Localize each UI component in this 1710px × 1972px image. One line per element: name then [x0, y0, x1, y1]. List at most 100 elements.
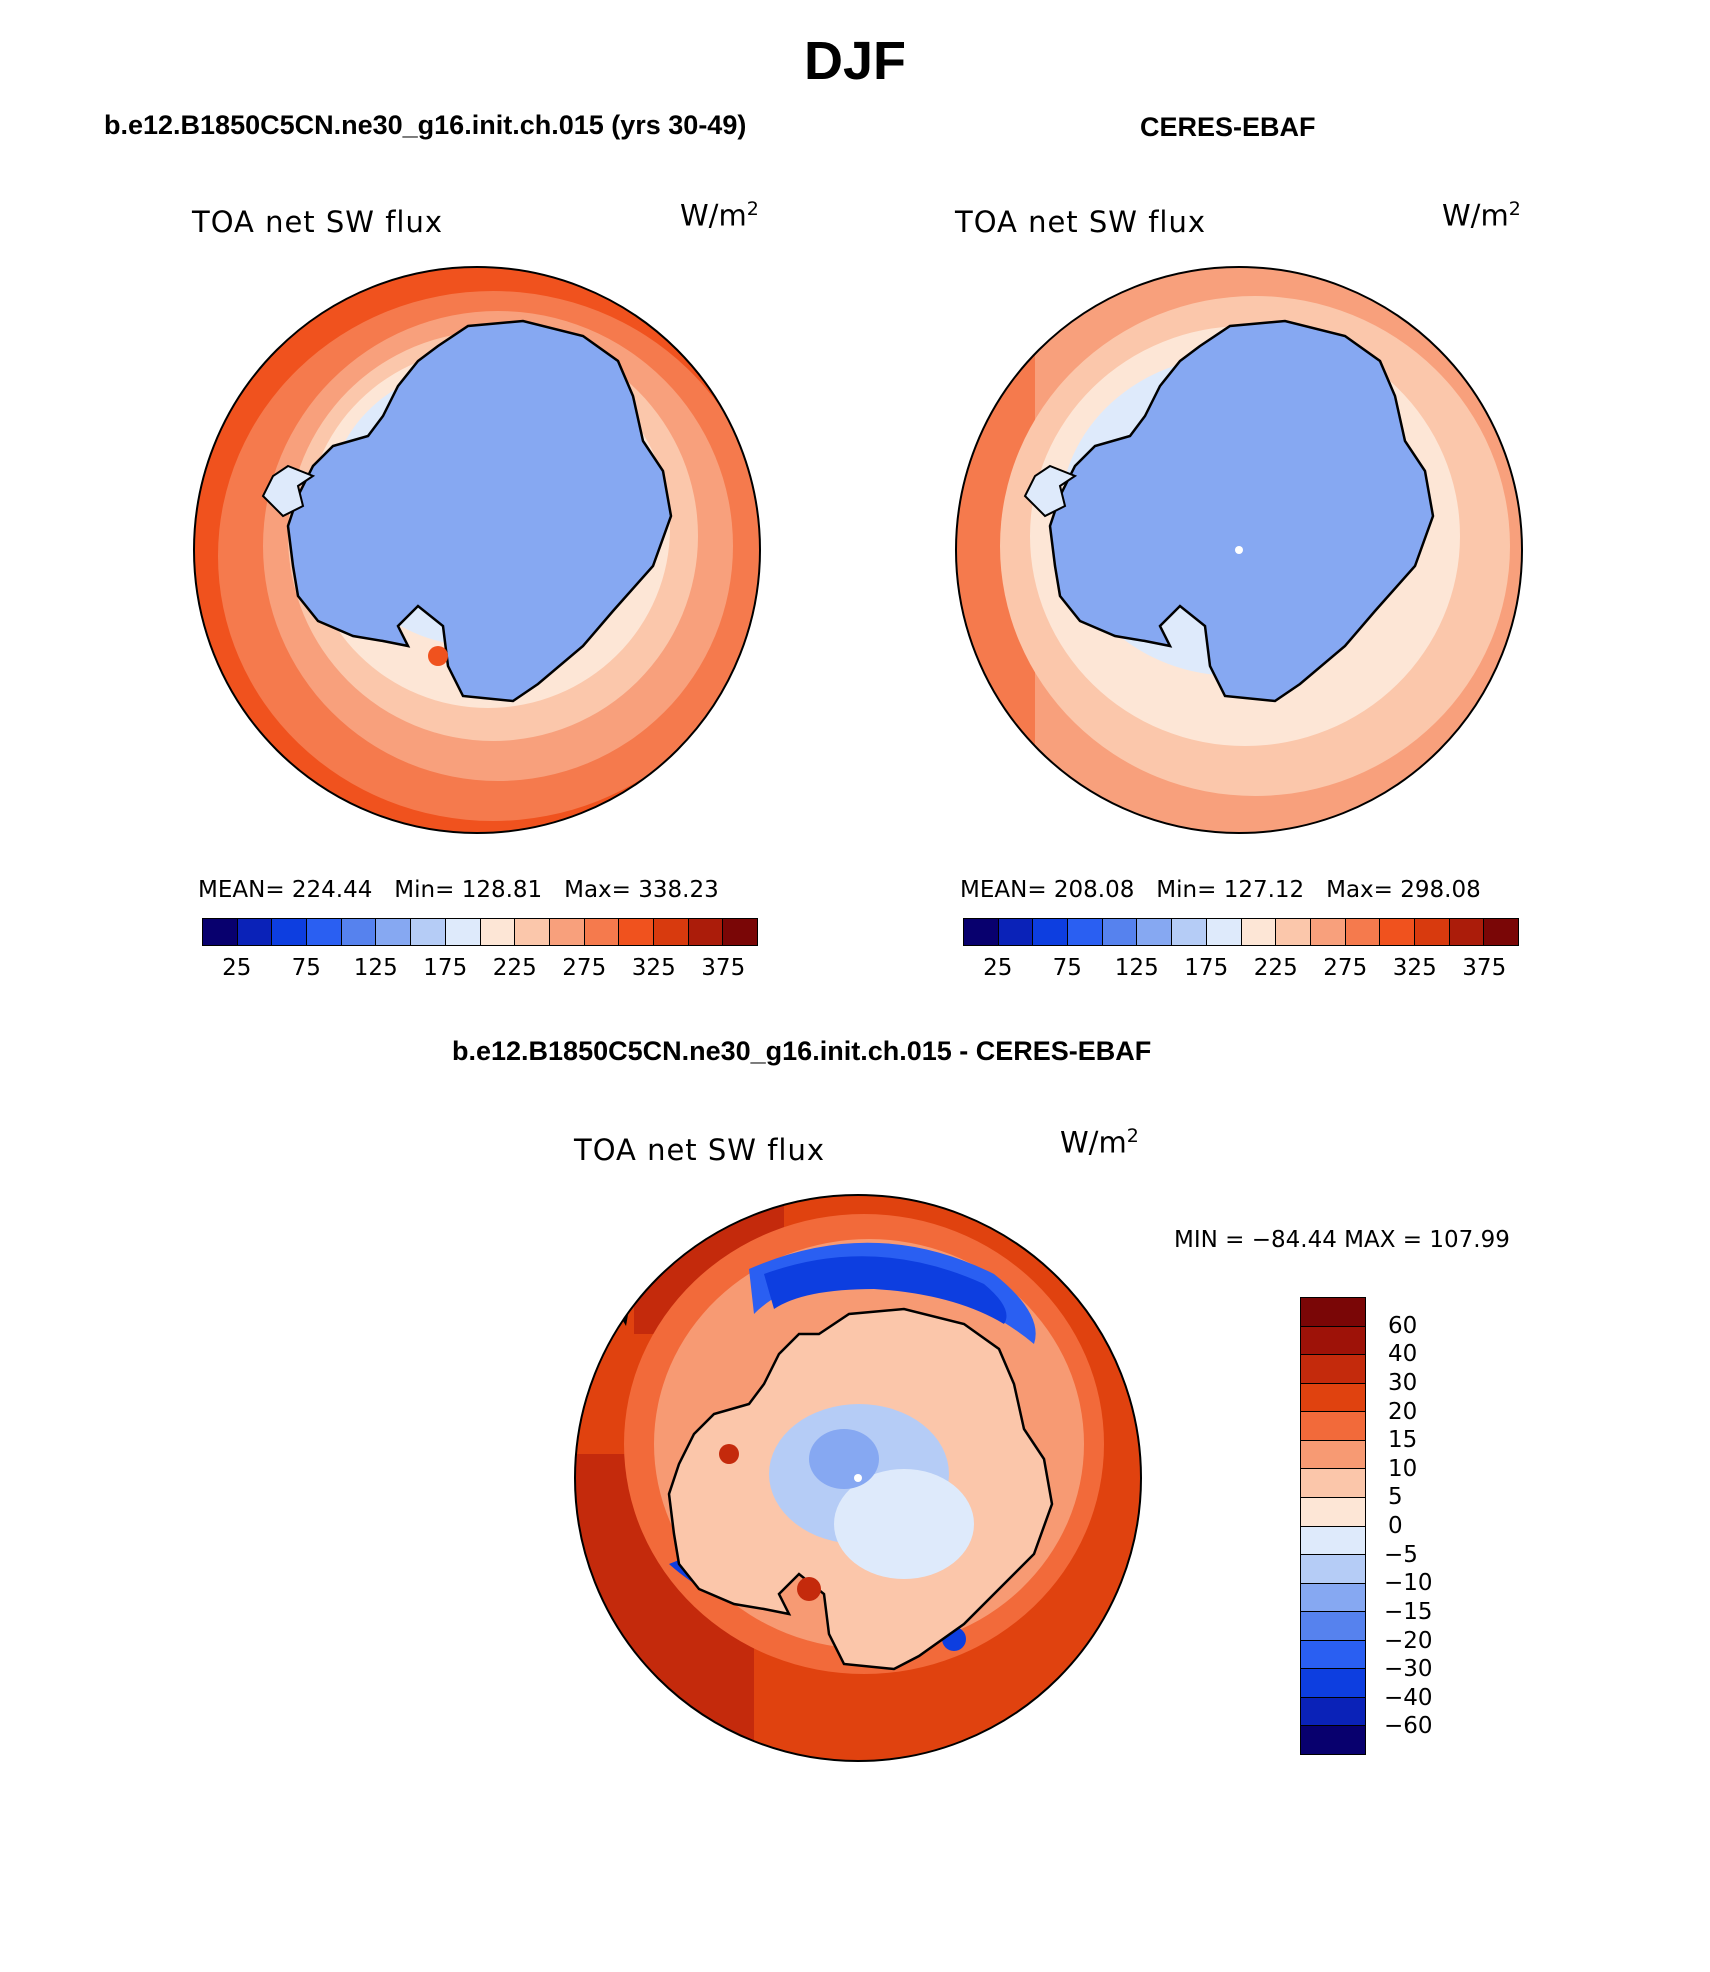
colorbar-swatch	[1301, 1383, 1365, 1413]
colorbar-tick-label: −30	[1384, 1656, 1433, 1683]
panel-obs-variable-label: TOA net SW flux	[955, 205, 1207, 239]
diff-polar-map	[574, 1194, 1142, 1762]
colorbar-swatch	[653, 919, 689, 945]
colorbar-swatch	[723, 919, 757, 945]
colorbar-swatch	[1301, 1555, 1365, 1584]
colorbar-tick-label: −20	[1384, 1627, 1433, 1654]
panel-model-units-label: W/m2	[680, 198, 759, 233]
colorbar-tick-label: 25	[222, 955, 252, 981]
diff-minmax-stats: MIN = −84.44 MAX = 107.99	[1174, 1227, 1510, 1253]
colorbar-swatch	[1449, 919, 1485, 945]
diff-units-label: W/m2	[1060, 1125, 1139, 1160]
figure-title: DJF	[803, 31, 906, 91]
colorbar-swatch	[1301, 1326, 1365, 1356]
colorbar-swatch	[480, 919, 516, 945]
colorbar-swatch	[1301, 1355, 1365, 1384]
colorbar-swatch	[1301, 1726, 1365, 1754]
colorbar-tick-label: 125	[353, 955, 398, 981]
colorbar-swatch	[1380, 919, 1415, 945]
panel-model-polar-map	[193, 266, 761, 834]
colorbar-tick-label: 40	[1388, 1341, 1418, 1368]
panel-model-stats: MEAN= 224.44 Min= 128.81 Max= 338.23	[198, 877, 719, 903]
colorbar-swatch	[549, 919, 585, 945]
colorbar-swatch	[1484, 919, 1518, 945]
colorbar-swatch	[1301, 1583, 1365, 1613]
colorbar-tick-label: −15	[1384, 1598, 1433, 1625]
colorbar-tick-label: 15	[1388, 1427, 1418, 1454]
colorbar-tick-label: 225	[1253, 955, 1298, 981]
colorbar-swatch	[1310, 919, 1346, 945]
diff-title: b.e12.B1850C5CN.ne30_g16.init.ch.015 - C…	[452, 1036, 1152, 1066]
colorbar-swatch	[272, 919, 308, 945]
colorbar-swatch	[1102, 919, 1138, 945]
colorbar-tick-label: −10	[1384, 1570, 1433, 1597]
colorbar-swatch	[1301, 1440, 1365, 1470]
colorbar-swatch	[1301, 1669, 1365, 1698]
colorbar-tick-label: 275	[1323, 955, 1368, 981]
colorbar-tick-label: −40	[1384, 1684, 1433, 1711]
colorbar-tick-label: 5	[1388, 1484, 1403, 1511]
colorbar-swatch	[584, 919, 620, 945]
panel-obs-colorbar-labels: 25 75 125 175 225 275 325 375	[963, 955, 1519, 985]
colorbar-swatch	[1301, 1612, 1365, 1641]
colorbar-swatch	[445, 919, 481, 945]
panel-obs-polar-map	[955, 266, 1523, 834]
diff-colorbar-labels: 60 40 30 20 15 10 5 0 −5 −10 −15 −20 −30 −40 −60	[1384, 1297, 1484, 1755]
colorbar-swatch	[1301, 1697, 1365, 1727]
colorbar-swatch	[688, 919, 724, 945]
panel-obs-units-label: W/m2	[1442, 198, 1521, 233]
colorbar-swatch	[1301, 1497, 1365, 1527]
panel-model-colorbar	[202, 918, 758, 946]
colorbar-swatch	[1301, 1298, 1365, 1327]
diff-variable-label: TOA net SW flux	[574, 1133, 826, 1167]
colorbar-swatch	[1414, 919, 1450, 945]
colorbar-tick-label: 75	[1052, 955, 1082, 981]
colorbar-tick-label: 30	[1388, 1369, 1418, 1396]
colorbar-tick-label: 175	[1184, 955, 1229, 981]
colorbar-swatch	[1345, 919, 1381, 945]
colorbar-swatch	[307, 919, 342, 945]
colorbar-swatch	[1206, 919, 1242, 945]
colorbar-tick-label: 0	[1388, 1513, 1403, 1539]
diff-colorbar	[1300, 1297, 1366, 1755]
colorbar-tick-label: 325	[1392, 955, 1437, 981]
colorbar-tick-label: 75	[291, 955, 321, 981]
antarctica-coastline	[286, 319, 673, 703]
colorbar-tick-label: −60	[1384, 1713, 1433, 1740]
colorbar-tick-label: 20	[1388, 1398, 1418, 1425]
colorbar-swatch	[619, 919, 654, 945]
colorbar-swatch	[515, 919, 550, 945]
colorbar-tick-label: 25	[983, 955, 1013, 981]
colorbar-swatch	[1301, 1412, 1365, 1441]
panel-model-title: b.e12.B1850C5CN.ne30_g16.init.ch.015 (yr…	[104, 110, 747, 140]
colorbar-swatch	[1276, 919, 1311, 945]
colorbar-swatch	[376, 919, 412, 945]
colorbar-tick-label: 325	[631, 955, 676, 981]
colorbar-swatch	[411, 919, 446, 945]
colorbar-swatch	[1068, 919, 1103, 945]
colorbar-swatch	[1301, 1526, 1365, 1556]
colorbar-tick-label: 125	[1114, 955, 1159, 981]
colorbar-tick-label: 10	[1388, 1455, 1418, 1482]
colorbar-tick-label: 275	[562, 955, 607, 981]
colorbar-swatch	[964, 919, 999, 945]
colorbar-swatch	[237, 919, 273, 945]
colorbar-tick-label: 375	[701, 955, 746, 981]
panel-model-variable-label: TOA net SW flux	[192, 205, 444, 239]
colorbar-swatch	[1172, 919, 1207, 945]
colorbar-swatch	[203, 919, 238, 945]
colorbar-tick-label: −5	[1384, 1541, 1418, 1568]
colorbar-tick-label: 375	[1462, 955, 1507, 981]
colorbar-tick-label: 60	[1388, 1312, 1418, 1339]
colorbar-tick-label: 225	[492, 955, 537, 981]
colorbar-swatch	[1137, 919, 1173, 945]
panel-obs-colorbar	[963, 918, 1519, 946]
colorbar-swatch	[1301, 1469, 1365, 1498]
colorbar-swatch	[1241, 919, 1277, 945]
colorbar-swatch	[998, 919, 1034, 945]
antarctica-coastline	[1048, 319, 1435, 703]
colorbar-swatch	[341, 919, 377, 945]
panel-obs-stats: MEAN= 208.08 Min= 127.12 Max= 298.08	[960, 877, 1481, 903]
colorbar-swatch	[1033, 919, 1069, 945]
colorbar-swatch	[1301, 1640, 1365, 1670]
